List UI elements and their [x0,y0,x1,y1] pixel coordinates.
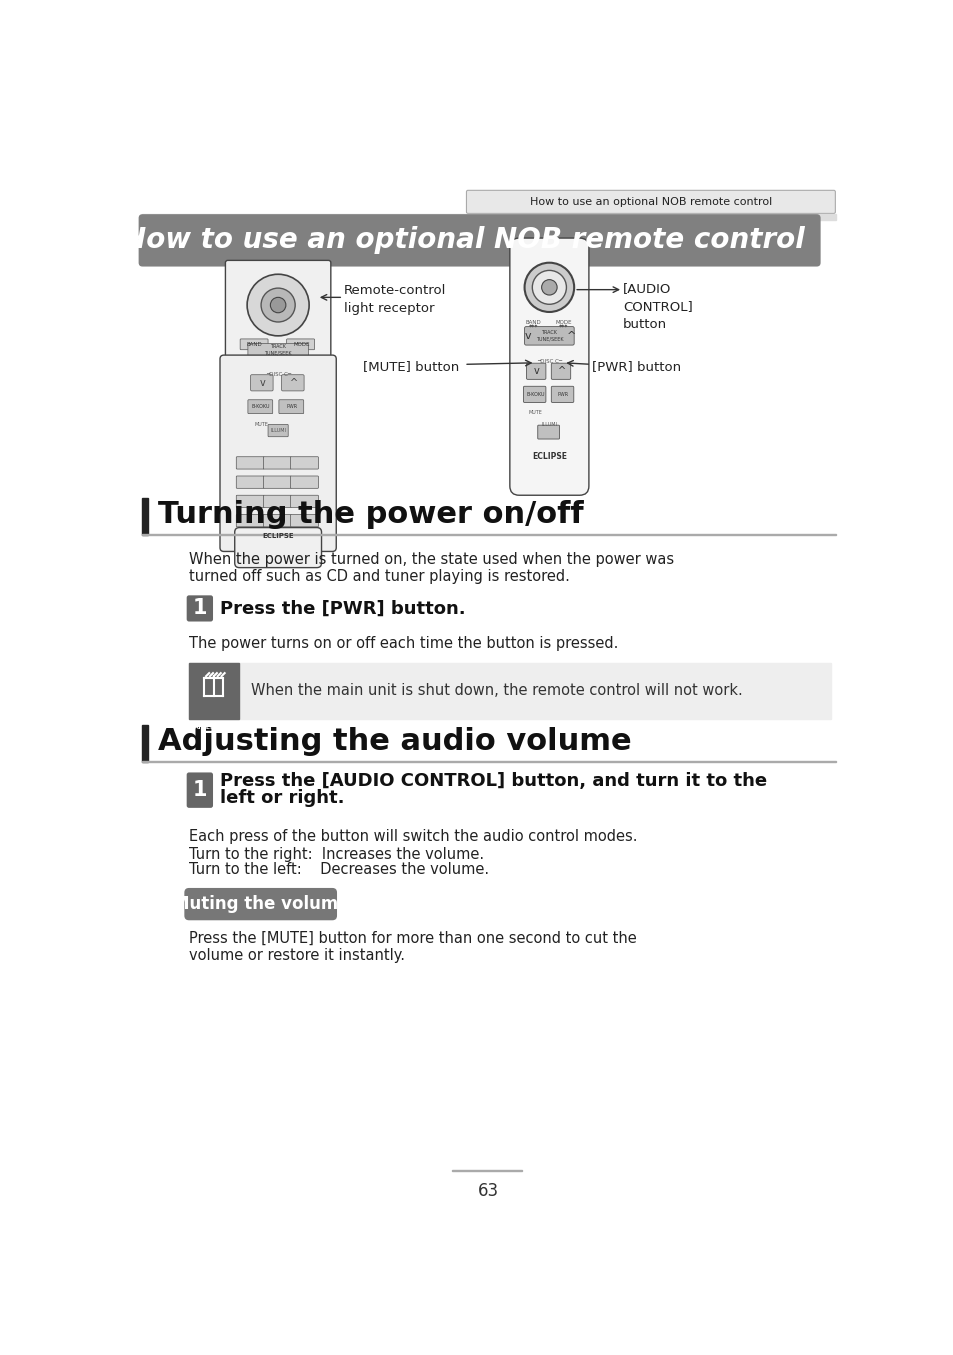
FancyBboxPatch shape [291,515,318,527]
FancyBboxPatch shape [220,355,335,551]
Bar [142,214,835,221]
Text: [PWR] button: [PWR] button [592,360,680,373]
Text: When the main unit is shut down, the remote control will not work.: When the main unit is shut down, the rem… [251,683,742,698]
Text: PWR: PWR [558,392,568,397]
Circle shape [247,274,309,336]
Text: BAND: BAND [525,320,541,325]
Text: TRACK
TUNE/SEEK: TRACK TUNE/SEEK [535,331,562,341]
FancyBboxPatch shape [187,595,213,622]
FancyBboxPatch shape [236,476,264,488]
Text: ATTENTION: ATTENTION [193,725,233,730]
Text: ◆◆◆: ◆◆◆ [558,325,567,329]
Text: ^: ^ [566,331,576,341]
FancyBboxPatch shape [291,495,318,508]
FancyBboxPatch shape [263,476,291,488]
Text: Muting the volume: Muting the volume [172,896,349,913]
FancyBboxPatch shape [240,339,268,350]
FancyBboxPatch shape [263,515,291,527]
Text: 1: 1 [193,780,207,801]
FancyBboxPatch shape [138,214,820,267]
Bar [189,663,239,718]
Text: [MUTE] button: [MUTE] button [363,360,459,373]
Circle shape [541,279,557,295]
Circle shape [524,263,574,312]
FancyBboxPatch shape [248,400,273,413]
Text: Press the [AUDIO CONTROL] button, and turn it to the: Press the [AUDIO CONTROL] button, and tu… [220,772,766,790]
Text: v: v [259,378,265,388]
FancyBboxPatch shape [236,515,264,527]
Text: BAND: BAND [247,341,262,347]
FancyBboxPatch shape [291,457,318,469]
Text: left or right.: left or right. [220,789,344,806]
FancyBboxPatch shape [509,238,588,495]
Text: ECLIPSE: ECLIPSE [532,453,566,461]
Text: MODE: MODE [293,341,310,347]
FancyBboxPatch shape [225,260,331,364]
FancyBboxPatch shape [184,888,336,920]
Text: MUTE: MUTE [528,411,542,416]
Text: B-KOKU: B-KOKU [526,392,544,397]
FancyBboxPatch shape [523,386,545,402]
Text: volume or restore it instantly.: volume or restore it instantly. [189,948,405,963]
Text: ECLIPSE: ECLIPSE [262,533,294,539]
Text: Each press of the button will switch the audio control modes.: Each press of the button will switch the… [189,829,637,844]
FancyBboxPatch shape [251,375,273,390]
FancyBboxPatch shape [466,190,835,214]
FancyBboxPatch shape [236,495,264,508]
Text: The power turns on or off each time the button is pressed.: The power turns on or off each time the … [189,637,618,652]
FancyBboxPatch shape [281,375,304,390]
Text: TRACK
TUNE/SEEK: TRACK TUNE/SEEK [264,344,292,355]
Text: Press the [PWR] button.: Press the [PWR] button. [220,599,465,618]
Text: 1: 1 [193,599,207,618]
Text: Press the [MUTE] button for more than one second to cut the: Press the [MUTE] button for more than on… [189,931,636,946]
Text: 63: 63 [477,1182,499,1199]
Circle shape [270,297,286,313]
Bar [142,497,148,534]
FancyBboxPatch shape [268,424,288,436]
FancyBboxPatch shape [263,457,291,469]
Text: Remote-control
light receptor: Remote-control light receptor [344,285,446,316]
FancyBboxPatch shape [291,476,318,488]
FancyBboxPatch shape [551,386,573,402]
Text: ─DISC C─: ─DISC C─ [537,359,561,363]
Text: ^: ^ [290,378,297,388]
FancyBboxPatch shape [551,363,570,379]
Text: How to use an optional NOB remote control: How to use an optional NOB remote contro… [529,196,771,207]
Text: v: v [534,366,539,377]
Text: Turn to the right:  Increases the volume.: Turn to the right: Increases the volume. [189,847,483,862]
FancyBboxPatch shape [263,495,291,508]
Text: MUTE: MUTE [253,421,268,427]
Text: turned off such as CD and tuner playing is restored.: turned off such as CD and tuner playing … [189,569,569,584]
FancyBboxPatch shape [524,327,574,346]
Text: v: v [524,331,531,341]
Text: PWR: PWR [286,404,297,409]
Text: B-KOKU: B-KOKU [252,404,270,409]
Text: When the power is turned on, the state used when the power was: When the power is turned on, the state u… [189,551,674,566]
Bar [189,663,831,718]
FancyBboxPatch shape [537,425,558,439]
Bar [142,725,148,762]
Text: ◆◆◆: ◆◆◆ [529,325,538,329]
Circle shape [532,271,566,305]
Text: [AUDIO
CONTROL]
button: [AUDIO CONTROL] button [622,282,692,331]
FancyBboxPatch shape [278,400,303,413]
Text: Turning the power on/off: Turning the power on/off [158,500,583,528]
FancyBboxPatch shape [286,339,314,350]
Text: ILLUMI: ILLUMI [270,428,286,434]
FancyBboxPatch shape [248,344,308,356]
Text: ILLUMI: ILLUMI [540,421,557,427]
Text: Turn to the left:    Decreases the volume.: Turn to the left: Decreases the volume. [189,862,489,877]
FancyBboxPatch shape [234,527,321,568]
Text: MODE: MODE [555,320,571,325]
FancyBboxPatch shape [236,457,264,469]
Text: ─DISC C─: ─DISC C─ [265,371,291,377]
FancyBboxPatch shape [526,363,545,379]
FancyBboxPatch shape [187,772,213,808]
Text: How to use an optional NOB remote control: How to use an optional NOB remote contro… [123,225,804,253]
Text: ^: ^ [558,366,565,377]
Text: Adjusting the audio volume: Adjusting the audio volume [158,728,631,756]
Circle shape [261,289,294,322]
